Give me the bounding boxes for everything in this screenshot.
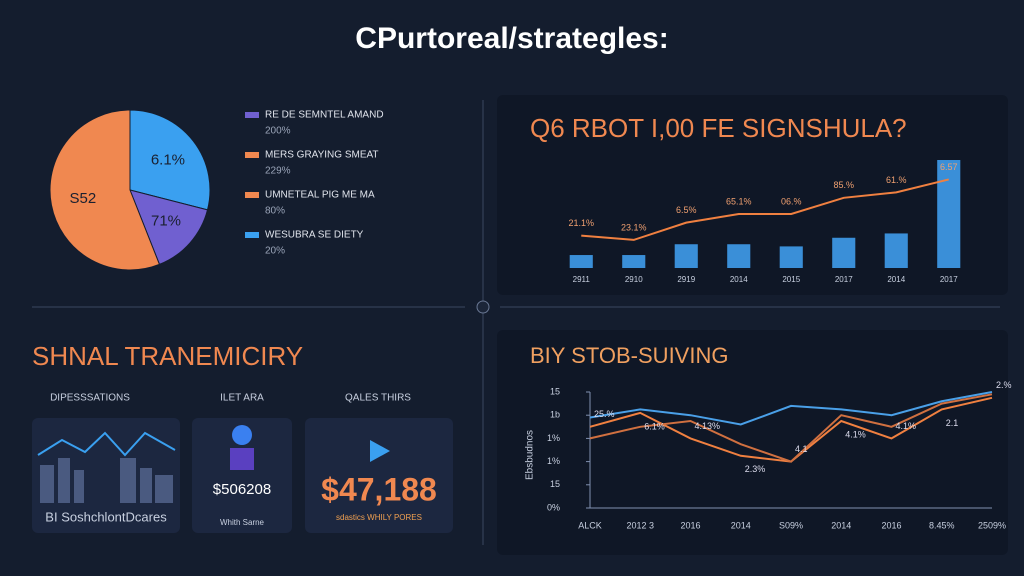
card xyxy=(32,418,180,533)
point-label: 61.% xyxy=(886,175,907,185)
point-label: 4.1% xyxy=(896,421,917,431)
bar xyxy=(727,244,751,268)
card-value: $506208 xyxy=(213,481,271,498)
point-label: 6.57 xyxy=(940,162,958,172)
bar xyxy=(674,244,698,268)
bar xyxy=(779,246,803,268)
pie-slice xyxy=(49,109,161,271)
point-label: 4.1 xyxy=(795,444,808,454)
point-label: 4.1% xyxy=(845,429,866,439)
pie-slice xyxy=(129,189,209,266)
slice-label: 6.1% xyxy=(151,152,185,169)
x-tick-label: 2910 xyxy=(625,275,643,284)
point-label: 2.% xyxy=(996,380,1012,390)
pie-slice xyxy=(129,109,211,211)
point-label: 06.% xyxy=(781,196,802,206)
point-label: 4.13% xyxy=(695,421,721,431)
point-label: 21.1% xyxy=(568,218,594,228)
legend-label: WESUBRA SE DIETY xyxy=(265,230,364,241)
x-tick-label: ALCK xyxy=(578,520,602,530)
y-tick-label: 15 xyxy=(550,386,560,396)
x-tick-label: 2012 3 xyxy=(626,520,654,530)
icon xyxy=(230,448,254,470)
slice-label: S52 xyxy=(69,190,96,207)
card xyxy=(305,418,453,533)
line xyxy=(589,393,993,463)
legend-swatch xyxy=(245,112,259,118)
play-icon xyxy=(370,440,390,462)
x-tick-label: S09% xyxy=(779,520,803,530)
legend-value: 80% xyxy=(265,206,285,217)
divider-knob xyxy=(476,300,490,314)
x-tick-label: 2017 xyxy=(835,275,853,284)
legend-value: 200% xyxy=(265,126,291,137)
x-tick-label: 2509% xyxy=(978,520,1006,530)
legend-swatch xyxy=(245,232,259,238)
y-tick-label: 15 xyxy=(550,479,560,489)
point-label: 2.3% xyxy=(745,464,766,474)
card xyxy=(192,418,292,533)
x-tick-label: 8.45% xyxy=(929,520,955,530)
page-title: CPurtoreal/strategles: xyxy=(355,22,668,55)
card-caption: Whith Sarne xyxy=(220,518,265,527)
point-label: 65.1% xyxy=(726,196,752,206)
x-tick-label: 2014 xyxy=(730,275,748,284)
legend-value: 229% xyxy=(265,166,291,177)
y-tick-label: 0% xyxy=(547,502,560,512)
card-label: ILET ARA xyxy=(220,393,264,404)
x-tick-label: 2015 xyxy=(782,275,800,284)
x-tick-label: 2911 xyxy=(573,275,591,284)
section-title: SHNAL TRANEMICIRY xyxy=(32,341,303,371)
card-value: $47,188 xyxy=(321,471,437,507)
bar xyxy=(832,237,856,268)
sparkline xyxy=(37,431,176,457)
legend-label: MERS GRAYING SMEAT xyxy=(265,150,379,161)
x-tick-label: 2014 xyxy=(731,520,751,530)
card-label: DIPESSSATIONS xyxy=(50,393,130,404)
buildings xyxy=(40,458,173,503)
card-caption: BI SoshchlontDcares xyxy=(45,509,167,524)
bar xyxy=(937,160,961,268)
bar xyxy=(884,233,908,268)
bar xyxy=(569,255,593,268)
x-tick-label: 2016 xyxy=(881,520,901,530)
x-tick-label: 2014 xyxy=(887,275,905,284)
point-label: 85.% xyxy=(833,180,854,190)
point-label: 23.1% xyxy=(621,222,647,232)
y-axis-label: Ebsbudnos xyxy=(525,430,536,480)
panel xyxy=(497,95,1008,295)
slice-label: 71% xyxy=(151,213,181,230)
line xyxy=(581,178,949,241)
icon xyxy=(232,425,252,445)
point-label: 6.1% xyxy=(644,421,665,431)
y-tick-label: 1b xyxy=(550,410,560,420)
point-label: 6.5% xyxy=(676,205,697,215)
x-tick-label: 2919 xyxy=(677,275,695,284)
card-caption: sdastics WHILY PORES xyxy=(336,513,422,522)
y-tick-label: 1% xyxy=(547,433,560,443)
x-tick-label: 2016 xyxy=(680,520,700,530)
x-tick-label: 2014 xyxy=(831,520,851,530)
point-label: 25.% xyxy=(594,409,615,419)
legend-value: 20% xyxy=(265,246,285,257)
chart-title: BIY STOB-SUIVING xyxy=(530,343,728,368)
legend-label: RE DE SEMNTEL AMAND xyxy=(265,110,384,121)
bar xyxy=(622,255,646,268)
y-tick-label: 1% xyxy=(547,456,560,466)
legend-swatch xyxy=(245,152,259,158)
x-tick-label: 2017 xyxy=(940,275,958,284)
legend-swatch xyxy=(245,192,259,198)
panel xyxy=(497,330,1008,555)
line xyxy=(589,391,993,426)
legend-label: UMNETEAL PIG ME MA xyxy=(265,190,375,201)
point-label: 2.1 xyxy=(946,418,959,428)
card-label: QALES THIRS xyxy=(345,393,411,404)
chart-title: Q6 RBOT I,00 FE SIGNSHULA? xyxy=(530,113,907,143)
